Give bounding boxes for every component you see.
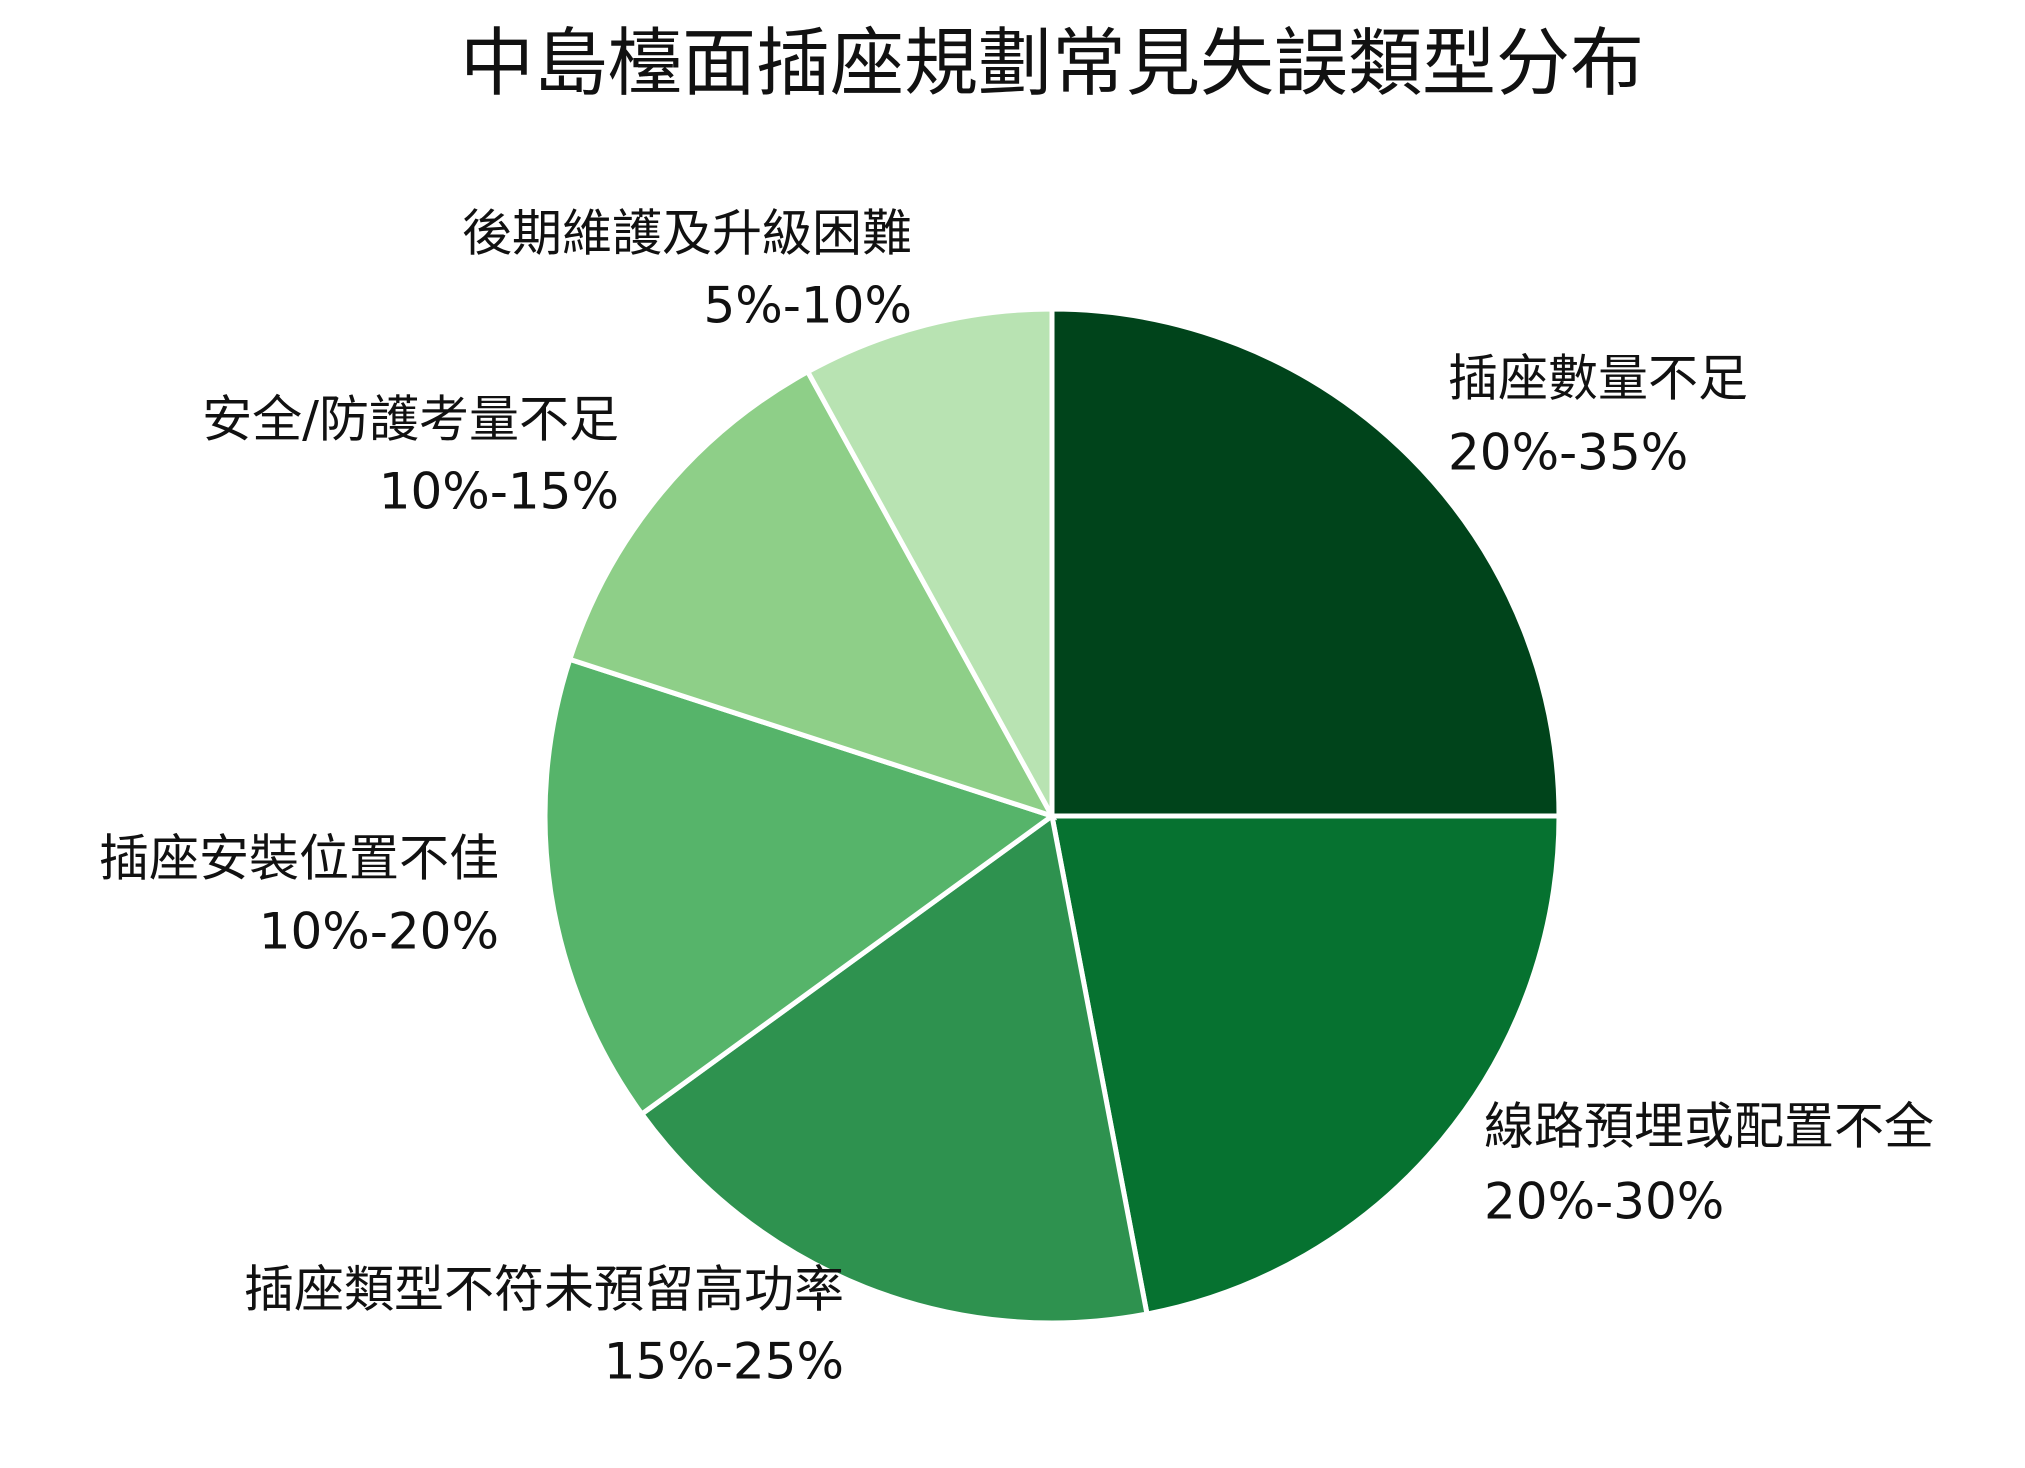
- slice-range-label: 15%-25%: [604, 1333, 844, 1391]
- slice-range-label: 5%-10%: [704, 277, 913, 335]
- pie-slice: [804, 306, 1055, 818]
- pie-slice: [638, 811, 1150, 1326]
- slice-range-label: 20%-30%: [1484, 1173, 1724, 1231]
- pie-slice: [566, 368, 1058, 821]
- slice-label: 線路預埋或配置不全: [1484, 1098, 1934, 1156]
- slice-label: 插座安裝位置不佳: [99, 830, 499, 888]
- pie-slice: [1048, 813, 1562, 1317]
- slice-label: 安全/防護考量不足: [202, 391, 619, 449]
- slice-label: 後期維護及升級困難: [462, 205, 912, 263]
- slice-label: 插座類型不符未預留高功率: [244, 1261, 844, 1319]
- slice-range-label: 10%-20%: [259, 903, 499, 961]
- pie-slice: [1049, 306, 1562, 819]
- slice-range-label: 20%-35%: [1448, 424, 1688, 482]
- slice-label: 插座數量不足: [1448, 350, 1748, 408]
- chart-title: 中島檯面插座規劃常見失誤類型分布: [460, 21, 1644, 107]
- slice-range-label: 10%-15%: [379, 463, 619, 521]
- pie-slice: [542, 656, 1058, 1118]
